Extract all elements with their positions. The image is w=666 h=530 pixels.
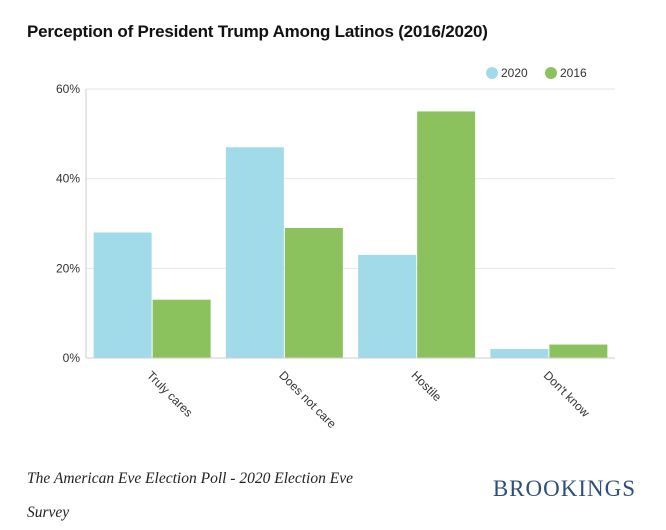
bar-2016[interactable] — [284, 227, 343, 358]
bar-2020[interactable] — [490, 349, 549, 358]
bar-2016[interactable] — [549, 344, 608, 358]
y-axis: 0% 20% 40% 60% — [56, 82, 87, 365]
x-tick-label: Don't know — [541, 368, 593, 420]
x-tick-label: Truly cares — [144, 368, 196, 420]
gridlines — [86, 88, 615, 269]
y-tick-label: 0% — [63, 351, 81, 365]
bar-2016[interactable] — [152, 299, 211, 358]
legend-swatch[interactable] — [486, 67, 498, 79]
x-axis: Truly cares Does not care Hostile Don't kno… — [86, 357, 615, 431]
y-tick-label: 60% — [56, 82, 80, 96]
source-note: The American Eve Election Poll - 2020 El… — [27, 470, 353, 521]
y-tick-label: 20% — [56, 261, 80, 275]
x-tick-label: Does not care — [276, 368, 339, 431]
legend-label[interactable]: 2016 — [560, 66, 587, 80]
legend[interactable]: 2020 2016 — [486, 66, 587, 80]
legend-label[interactable]: 2020 — [501, 66, 528, 80]
brookings-logo: BROOKINGS — [492, 476, 636, 501]
y-tick-label: 40% — [56, 172, 80, 186]
legend-swatch[interactable] — [545, 67, 557, 79]
bar-2020[interactable] — [225, 147, 284, 358]
x-tick-label: Hostile — [409, 368, 445, 404]
bars — [93, 111, 608, 359]
bar-2020[interactable] — [358, 254, 417, 358]
chart-title: Perception of President Trump Among Lati… — [27, 22, 488, 41]
bar-2020[interactable] — [93, 232, 152, 358]
bar-2016[interactable] — [417, 111, 476, 359]
